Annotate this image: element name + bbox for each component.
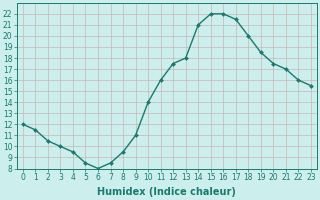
- X-axis label: Humidex (Indice chaleur): Humidex (Indice chaleur): [98, 187, 236, 197]
